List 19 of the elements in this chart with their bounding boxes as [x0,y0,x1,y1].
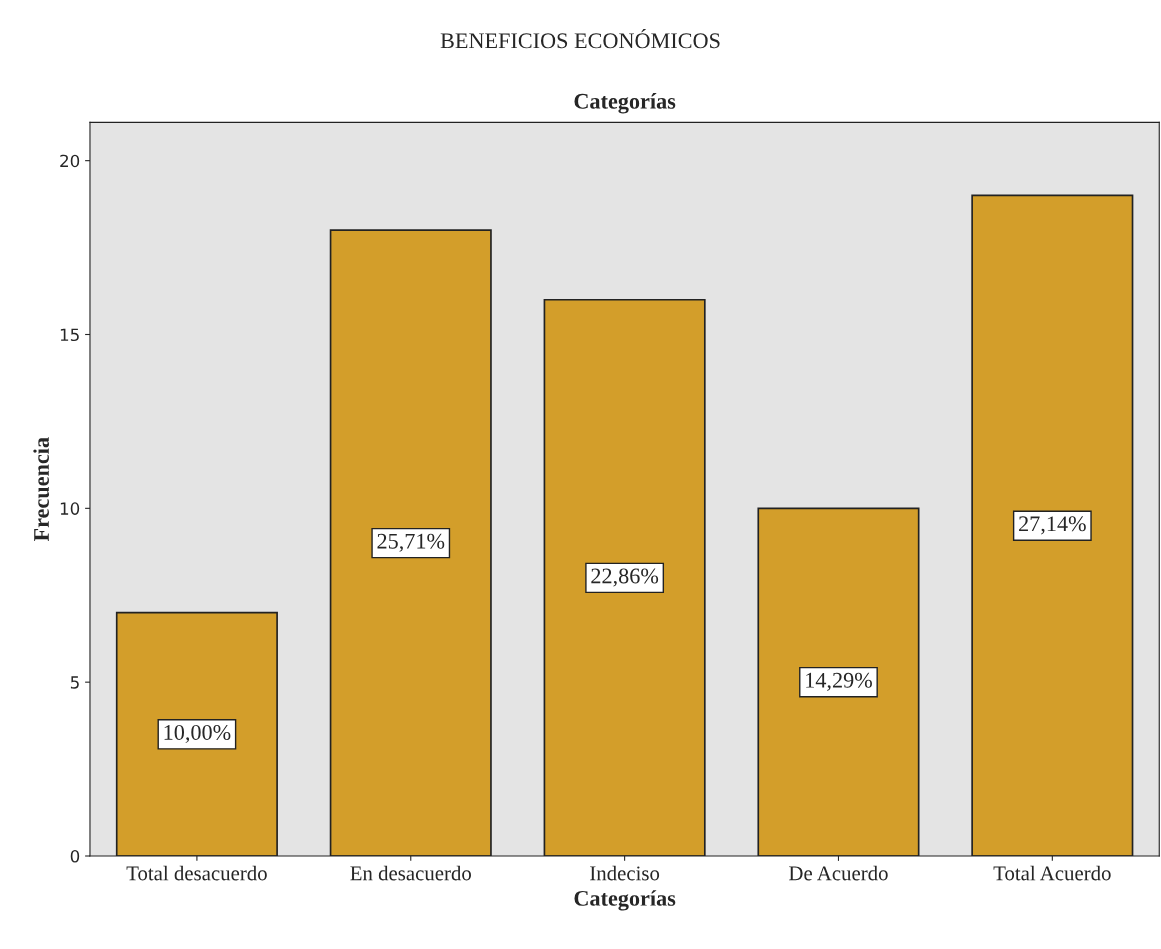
x-tick-label: De Acuerdo [789,865,888,881]
x-tick-label: Indeciso [590,865,660,881]
annotation: 10,00% [164,724,231,744]
annotation: 25,71% [377,533,445,552]
chart-title: BENEFICIOS ECONÓMICOS [440,29,720,49]
x-axis-title: Categorías [574,890,676,911]
annotation: 27,14% [1019,516,1086,535]
y-axis-title: Frecuencia [33,437,50,542]
chart-subtitle: Categorías [574,93,676,114]
x-tick-label: Total Acuerdo [993,865,1111,881]
annotation: 22,86% [591,568,659,587]
y-tick-label: 10 [60,502,80,515]
y-tick-label: 15 [60,328,79,342]
annotation: 14,29% [806,672,872,691]
x-tick-label: Total desacuerdo [126,865,267,881]
y-tick-label: 0 [70,849,80,863]
x-tick-label: En desacuerdo [350,865,471,881]
y-tick-label: 5 [70,676,79,689]
y-tick-label: 20 [60,154,80,168]
